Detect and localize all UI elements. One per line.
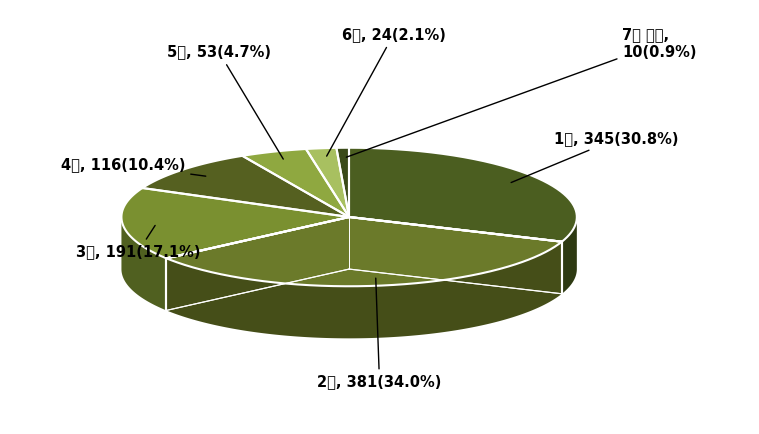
Polygon shape	[349, 217, 562, 294]
Text: 7명 이상,
10(0.9%): 7명 이상, 10(0.9%)	[346, 27, 697, 157]
Polygon shape	[242, 149, 349, 217]
Text: 4명, 116(10.4%): 4명, 116(10.4%)	[61, 158, 206, 176]
Polygon shape	[166, 217, 349, 310]
Text: 6명, 24(2.1%): 6명, 24(2.1%)	[326, 27, 446, 156]
Polygon shape	[143, 156, 349, 217]
Polygon shape	[121, 217, 166, 310]
Polygon shape	[306, 148, 349, 217]
Text: 3명, 191(17.1%): 3명, 191(17.1%)	[76, 225, 200, 259]
Text: 2명, 381(34.0%): 2명, 381(34.0%)	[317, 278, 442, 389]
Polygon shape	[349, 217, 562, 294]
Polygon shape	[349, 148, 577, 242]
Polygon shape	[166, 217, 562, 286]
Polygon shape	[121, 188, 349, 258]
Polygon shape	[166, 242, 562, 339]
Polygon shape	[562, 217, 577, 294]
Polygon shape	[166, 217, 349, 310]
Text: 1명, 345(30.8%): 1명, 345(30.8%)	[511, 132, 679, 183]
Text: 5명, 53(4.7%): 5명, 53(4.7%)	[167, 45, 283, 159]
Polygon shape	[336, 148, 349, 217]
